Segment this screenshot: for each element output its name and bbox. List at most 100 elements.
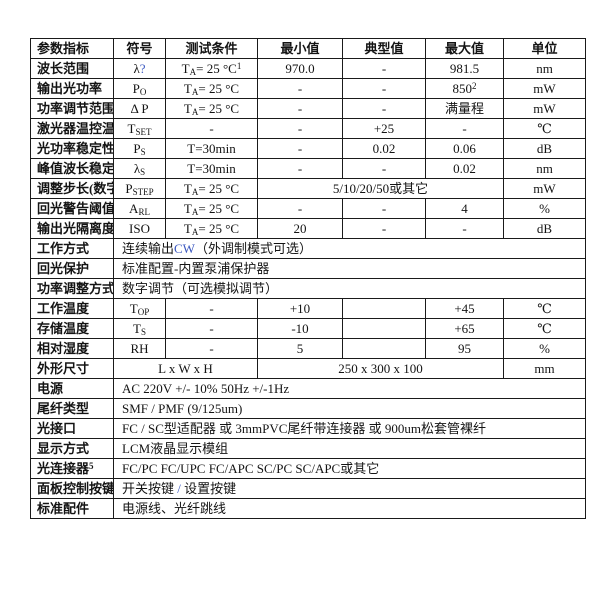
- table-cell: [342, 298, 426, 319]
- table-row: 回光保护 标准配置-内置泵浦保护器: [30, 258, 586, 279]
- table-cell: 0.02: [342, 138, 426, 159]
- table-cell: -: [342, 98, 426, 119]
- table-row: 存储温度 TS - -10 +65 ℃: [30, 318, 586, 339]
- header-cell: 典型值: [342, 38, 426, 59]
- param-name-cell: 外形尺寸: [30, 358, 114, 379]
- table-row: 标准配件 电源线、光纤跳线: [30, 498, 586, 519]
- table-cell: 0.02: [425, 158, 504, 179]
- table-header: 参数指标 符号 测试条件 最小值 典型值 最大值 单位: [30, 38, 586, 59]
- table-cell: 标准配置-内置泵浦保护器: [113, 258, 586, 279]
- table-cell: TSET: [113, 118, 166, 139]
- table-cell: TA= 25 °C: [165, 218, 258, 239]
- table-cell: ℃: [503, 298, 586, 319]
- table-cell: 970.0: [257, 58, 343, 79]
- table-cell: -: [257, 198, 343, 219]
- table-cell: -: [165, 298, 258, 319]
- table-cell: 连续输出CW（外调制模式可选）: [113, 238, 586, 259]
- header-cell: 符号: [113, 38, 166, 59]
- table-cell: +65: [425, 318, 504, 339]
- table-cell: 5/10/20/50或其它: [257, 178, 504, 199]
- table-cell: [342, 318, 426, 339]
- table-cell: T=30min: [165, 138, 258, 159]
- table-cell: 20: [257, 218, 343, 239]
- table-row: 回光警告阈值 ARL TA= 25 °C - -4%: [30, 198, 586, 219]
- spec-table: 参数指标 符号 测试条件 最小值 典型值 最大值 单位 波长范围 λ? TA= 25 °C1 97…: [30, 38, 586, 519]
- table-cell: dB: [503, 138, 586, 159]
- param-name-cell: 相对湿度: [30, 338, 114, 359]
- table-cell: -10: [257, 318, 343, 339]
- table-row: 激光器温控温度TSET--+25-℃: [30, 118, 586, 139]
- table-row: 显示方式 LCM液晶显示模组: [30, 438, 586, 459]
- table-cell: ISO: [113, 218, 166, 239]
- table-row: 外形尺寸 L x W x H 250 x 300 x 100 mm: [30, 358, 586, 379]
- table-cell: mW: [503, 78, 586, 99]
- table-cell: %: [503, 198, 586, 219]
- table-cell: 981.5: [425, 58, 504, 79]
- param-name-cell: 标准配件: [30, 498, 114, 519]
- table-cell: +10: [257, 298, 343, 319]
- table-cell: -: [165, 118, 258, 139]
- param-name-cell: 峰值波长稳定性: [30, 158, 114, 179]
- param-name-cell: 工作方式: [30, 238, 114, 259]
- table-cell: FC / SC型适配器 或 3mmPVC尾纤带连接器 或 900um松套管裸纤: [113, 418, 586, 439]
- table-cell: -: [257, 158, 343, 179]
- param-name-cell: 输出光隔离度4: [30, 218, 114, 239]
- param-name-cell: 显示方式: [30, 438, 114, 459]
- table-cell: -: [342, 158, 426, 179]
- param-name-cell: 电源: [30, 378, 114, 399]
- param-name-cell: 调整步长(数字): [30, 178, 114, 199]
- table-cell: 8502: [425, 78, 504, 99]
- table-row: 波长范围 λ? TA= 25 °C1 970.0-981.5 nm: [30, 58, 586, 79]
- table-cell: 开关按键 / 设置按键: [113, 478, 586, 499]
- table-cell: LCM液晶显示模组: [113, 438, 586, 459]
- table-body: 波长范围 λ? TA= 25 °C1 970.0-981.5 nm 输出光功率 PO TA= …: [30, 58, 586, 519]
- table-cell: -: [257, 118, 343, 139]
- table-cell: 5: [257, 338, 343, 359]
- table-cell: PSTEP: [113, 178, 166, 199]
- table-cell: -: [165, 318, 258, 339]
- param-name-cell: 光连接器5: [30, 458, 114, 479]
- table-cell: -: [257, 138, 343, 159]
- table-cell: 数字调节（可选模拟调节）: [113, 278, 586, 299]
- table-cell: TA= 25 °C: [165, 198, 258, 219]
- table-cell: -: [342, 218, 426, 239]
- param-name-cell: 回光保护: [30, 258, 114, 279]
- table-cell: SMF / PMF (9/125um): [113, 398, 586, 419]
- accent-text: /: [177, 481, 181, 496]
- table-cell: -: [257, 78, 343, 99]
- table-cell: ARL: [113, 198, 166, 219]
- table-cell: PO: [113, 78, 166, 99]
- accent-text: CW: [174, 241, 195, 256]
- table-cell: PS: [113, 138, 166, 159]
- table-cell: 250 x 300 x 100: [257, 358, 504, 379]
- table-cell: 4: [425, 198, 504, 219]
- table-cell: -: [257, 98, 343, 119]
- table-row: 工作温度 TOP - +10 +45 ℃: [30, 298, 586, 319]
- table-cell: TS: [113, 318, 166, 339]
- table-row: 光接口 FC / SC型适配器 或 3mmPVC尾纤带连接器 或 900um松套管…: [30, 418, 586, 439]
- table-cell: nm: [503, 158, 586, 179]
- table-cell: λ?: [113, 58, 166, 79]
- table-cell: mm: [503, 358, 586, 379]
- table-cell: λS: [113, 158, 166, 179]
- table-cell: TA= 25 °C1: [165, 58, 258, 79]
- table-cell: -: [165, 338, 258, 359]
- table-cell: 0.06: [425, 138, 504, 159]
- table-cell: -: [425, 118, 504, 139]
- param-name-cell: 输出光功率: [30, 78, 114, 99]
- table-cell: TA= 25 °C: [165, 98, 258, 119]
- table-cell: RH: [113, 338, 166, 359]
- header-cell: 最大值: [425, 38, 504, 59]
- table-cell: L x W x H: [113, 358, 258, 379]
- param-name-cell: 光接口: [30, 418, 114, 439]
- table-cell: mW: [503, 98, 586, 119]
- table-row: 面板控制按键 开关按键 / 设置按键: [30, 478, 586, 499]
- table-cell: AC 220V +/- 10% 50Hz +/-1Hz: [113, 378, 586, 399]
- param-name-cell: 工作温度: [30, 298, 114, 319]
- table-row: 电源 AC 220V +/- 10% 50Hz +/-1Hz: [30, 378, 586, 399]
- accent-text: ?: [139, 61, 146, 76]
- table-cell: -: [342, 58, 426, 79]
